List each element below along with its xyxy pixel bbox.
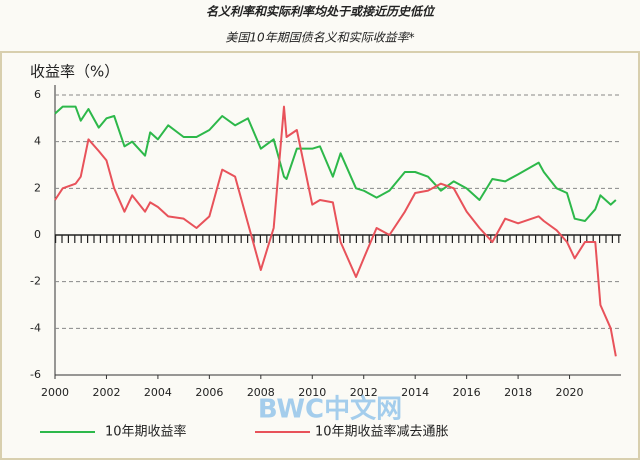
y-tick-label: -4 — [30, 321, 41, 334]
y-tick-label: -6 — [30, 368, 41, 381]
chart-subtitle: 美国10年期国债名义和实际收益率* — [225, 31, 414, 45]
y-tick-label: 6 — [34, 88, 41, 101]
watermark: BWC中文网 — [258, 394, 402, 425]
x-tick-label: 2008 — [247, 386, 275, 399]
x-tick-label: 2002 — [92, 386, 120, 399]
x-tick-label: 2000 — [41, 386, 69, 399]
y-tick-label: -2 — [30, 275, 41, 288]
x-tick-label: 2012 — [350, 386, 378, 399]
y-tick-label: 4 — [34, 135, 41, 148]
x-tick-label: 2006 — [195, 386, 223, 399]
series-line — [54, 105, 617, 222]
x-tick-label: 2016 — [453, 386, 481, 399]
x-tick-label: 2014 — [401, 386, 429, 399]
frame — [0, 51, 640, 460]
x-tick-label: 2010 — [298, 386, 326, 399]
y-tick-label: 2 — [34, 181, 41, 194]
chart-title: 名义利率和实际利率均处于或接近历史低位 — [206, 5, 436, 19]
legend-label: 10年期收益率减去通胀 — [315, 424, 449, 440]
x-tick-label: 2018 — [504, 386, 532, 399]
x-tick-label: 2020 — [556, 386, 584, 399]
legend-label: 10年期收益率 — [105, 424, 187, 440]
x-tick-label: 2004 — [144, 386, 172, 399]
y-tick-label: 0 — [34, 228, 41, 241]
y-axis-label: 收益率（%） — [30, 63, 119, 81]
series-line — [54, 105, 617, 357]
